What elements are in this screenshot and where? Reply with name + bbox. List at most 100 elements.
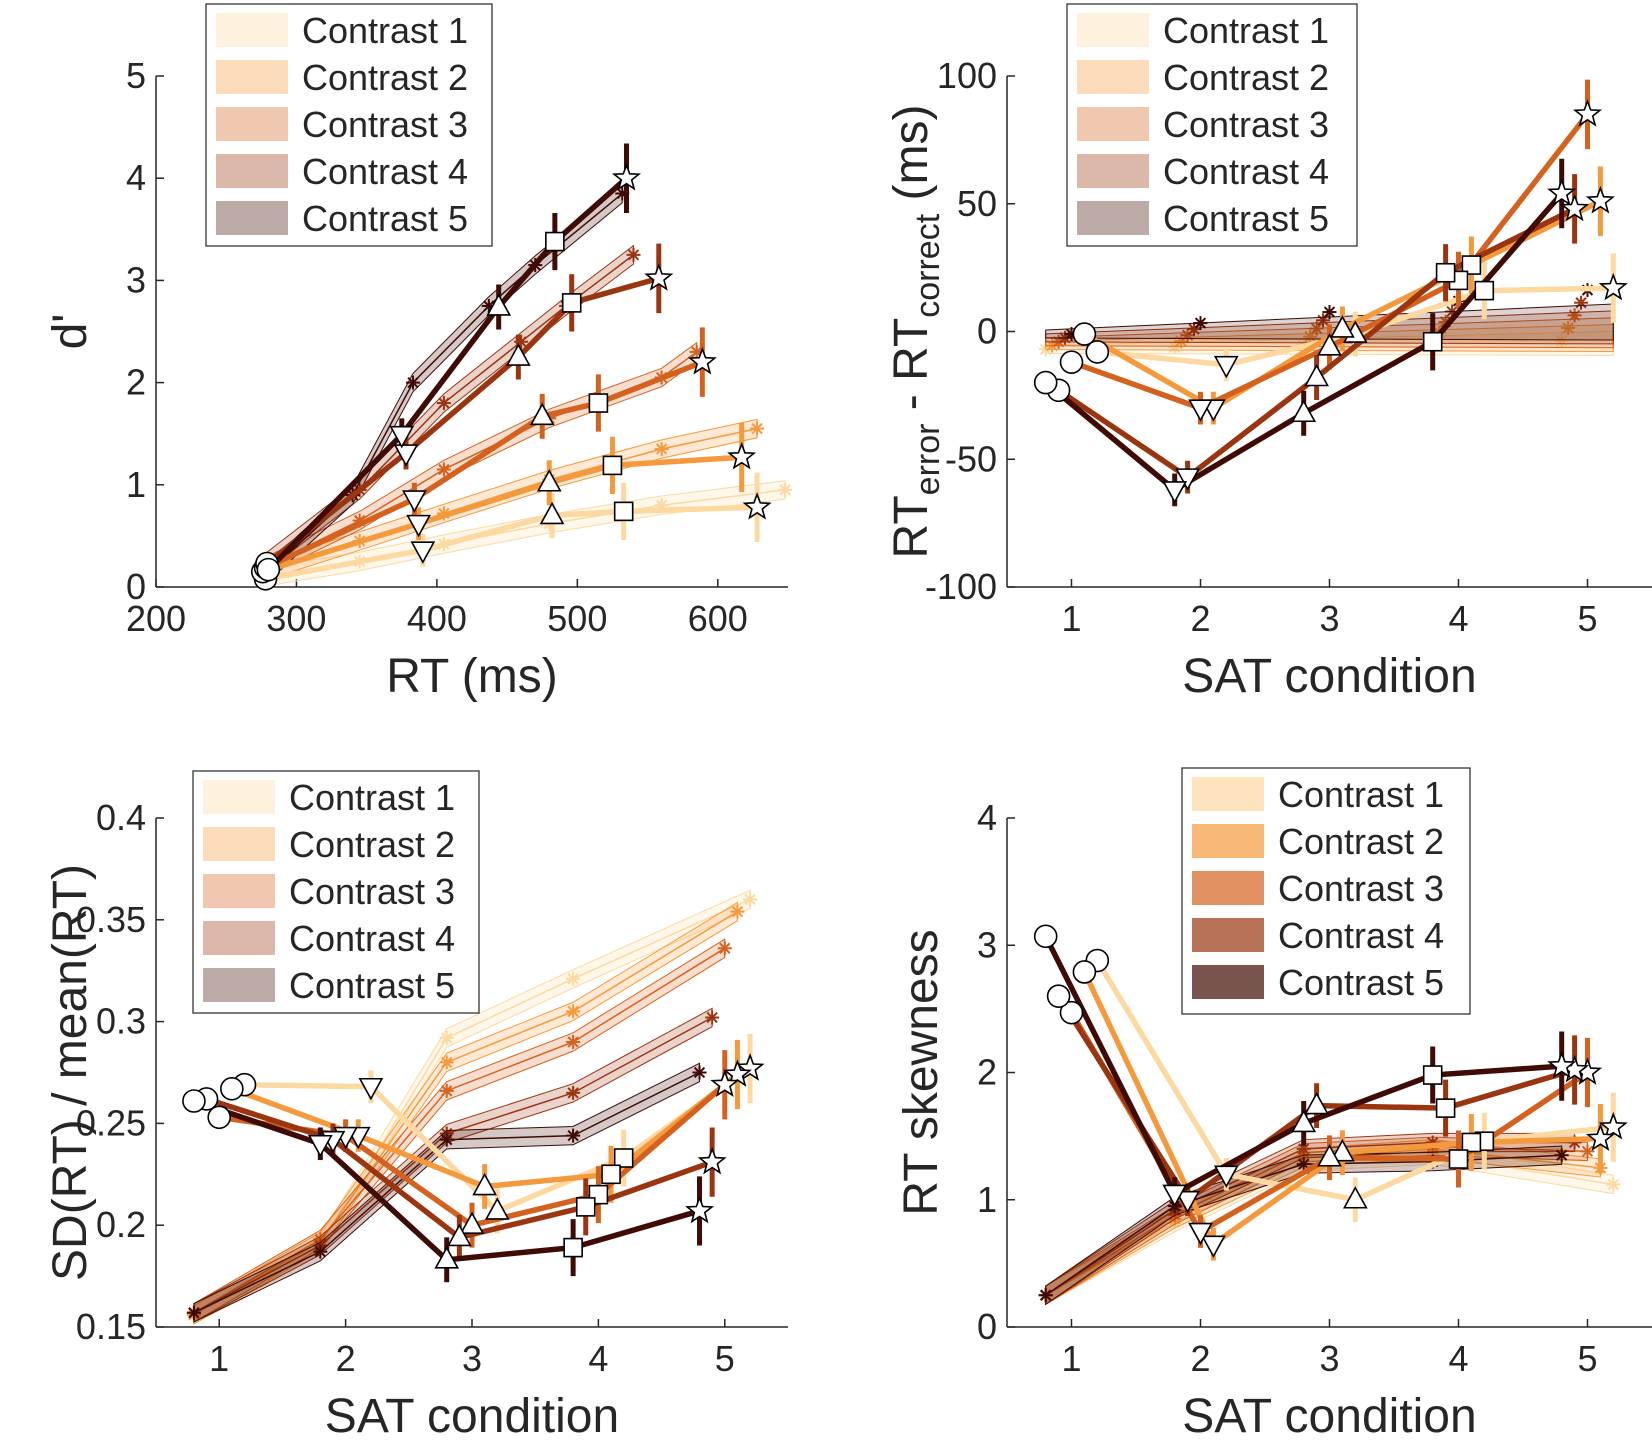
x-axis-label: RT (ms) (386, 650, 558, 703)
model-point (717, 941, 732, 956)
legend-label-contrast-3: Contrast 3 (1278, 868, 1444, 909)
model-point (730, 904, 745, 919)
model-point (743, 892, 758, 907)
y-tick-label: 0 (977, 1306, 997, 1347)
data-point-contrast-1 (539, 501, 565, 525)
y-tick-label: 0.25 (76, 1102, 146, 1143)
x-tick-label: 300 (266, 598, 326, 639)
data-point-contrast-3 (529, 402, 555, 426)
data-point-contrast-3 (1059, 1000, 1084, 1025)
y-tick-label: 1 (126, 464, 146, 505)
legend: Contrast 1 Contrast 2 Contrast 3 Contrast 4… (205, 3, 493, 247)
data-point-contrast-1 (1474, 280, 1495, 301)
data-point-contrast-3 (402, 490, 427, 513)
legend-swatch-contrast-3 (1192, 871, 1264, 905)
data-point-contrast-2 (1072, 322, 1097, 346)
data-point-contrast-5 (1162, 481, 1188, 504)
model-band-contrast-4 (1045, 1132, 1576, 1306)
model-point (654, 442, 669, 457)
data-point-contrast-4 (393, 444, 419, 467)
data-point-contrast-4 (644, 263, 674, 291)
legend-swatch-contrast-2 (216, 60, 288, 94)
model-point (439, 1083, 454, 1098)
data-point-contrast-3 (687, 346, 717, 375)
model-point (439, 1132, 454, 1147)
legend: Contrast 1 Contrast 2 Contrast 3 Contrast 4… (192, 770, 480, 1014)
x-tick-label: 2 (1190, 1338, 1210, 1379)
data-point-contrast-1 (358, 1077, 384, 1101)
model-point (1193, 316, 1208, 331)
data-point-contrast-5 (486, 293, 512, 316)
legend-label-contrast-1: Contrast 1 (1278, 774, 1444, 815)
legend-swatch-contrast-1 (203, 780, 275, 814)
x-tick-label: 2 (336, 1338, 356, 1379)
model-point (566, 1004, 581, 1019)
legend-label-contrast-4: Contrast 4 (1163, 151, 1329, 192)
data-point-contrast-3 (459, 1211, 485, 1234)
legend-swatch-contrast-1 (1192, 777, 1264, 811)
data-point-contrast-1 (484, 1197, 510, 1220)
y-tick-label: 2 (126, 362, 146, 403)
y-tick-label: 0.2 (96, 1204, 146, 1245)
model-point (1606, 1177, 1621, 1192)
data-point-contrast-3 (1572, 99, 1603, 127)
model-point (750, 421, 765, 436)
y-tick-label: 4 (126, 157, 146, 198)
model-point (1554, 1148, 1569, 1163)
model-point (705, 1010, 720, 1025)
panel-cv: 1 2 3 4 5 0.15 0.2 0.25 0.3 0.35 0.4 SAT condition S… (44, 770, 788, 1443)
legend-swatch-contrast-3 (1077, 107, 1149, 141)
model-band-contrast-3 (193, 938, 726, 1323)
data-point-contrast-5 (1547, 178, 1577, 206)
x-axis-label: SAT condition (1182, 1390, 1476, 1443)
legend-label-contrast-4: Contrast 4 (1278, 915, 1444, 956)
legend-label-contrast-2: Contrast 2 (1278, 821, 1444, 862)
data-point-contrast-1 (1598, 1111, 1628, 1140)
data-point-contrast-1 (1342, 1186, 1368, 1209)
data-point-contrast-4 (505, 343, 531, 366)
legend-label-contrast-2: Contrast 2 (1163, 57, 1329, 98)
model-point (1296, 1157, 1311, 1172)
model-point (566, 971, 581, 986)
y-tick-label: 2 (977, 1052, 997, 1093)
data-point-contrast-2 (220, 1076, 244, 1101)
model-point (778, 482, 793, 497)
legend-swatch-contrast-4 (1077, 154, 1149, 188)
legend-swatch-contrast-4 (216, 154, 288, 188)
legend-swatch-contrast-4 (1192, 918, 1264, 952)
data-point-contrast-1 (1213, 355, 1239, 379)
data-point-contrast-4 (1304, 1091, 1329, 1115)
legend-swatch-contrast-3 (203, 874, 275, 908)
legend-swatch-contrast-4 (203, 921, 275, 955)
data-point-contrast-2 (1585, 185, 1615, 214)
model-line-contrast-5 (1045, 1154, 1562, 1296)
data-point-contrast-2 (602, 455, 623, 476)
y-tick-label: 0 (126, 566, 146, 607)
data-point-contrast-4 (1560, 193, 1590, 222)
data-point-contrast-2 (406, 514, 431, 538)
data-point-contrast-5 (307, 1134, 333, 1158)
data-point-contrast-2 (1461, 255, 1482, 275)
model-band-contrast-2 (262, 418, 758, 582)
legend-swatch-contrast-3 (216, 107, 288, 141)
legend-label-contrast-3: Contrast 3 (289, 871, 455, 912)
panel-rtdiff: 1 2 3 4 5 -100 -50 0 50 100 SAT condition RTerror -… (885, 3, 1652, 703)
data-point-contrast-5 (434, 1246, 460, 1269)
data-point-contrast-2 (1461, 1132, 1482, 1153)
legend-label-contrast-5: Contrast 5 (302, 198, 468, 239)
legend-swatch-contrast-5 (1077, 201, 1149, 235)
legend-swatch-contrast-2 (1192, 824, 1264, 858)
data-point-contrast-5 (611, 162, 642, 191)
model-point (1322, 305, 1337, 320)
data-point-contrast-2 (536, 469, 562, 492)
legend-label-contrast-1: Contrast 1 (1163, 10, 1329, 51)
y-tick-label: 4 (977, 797, 997, 838)
x-tick-label: 5 (715, 1338, 735, 1379)
data-point-contrast-2 (1072, 960, 1097, 984)
data-point-contrast-3 (1317, 333, 1342, 356)
data-point-contrast-5 (1547, 1050, 1577, 1079)
y-tick-label: 0.4 (96, 797, 146, 838)
y-tick-label: 5 (126, 55, 146, 96)
data-point-contrast-5 (545, 231, 565, 252)
legend-swatch-contrast-5 (203, 968, 275, 1002)
